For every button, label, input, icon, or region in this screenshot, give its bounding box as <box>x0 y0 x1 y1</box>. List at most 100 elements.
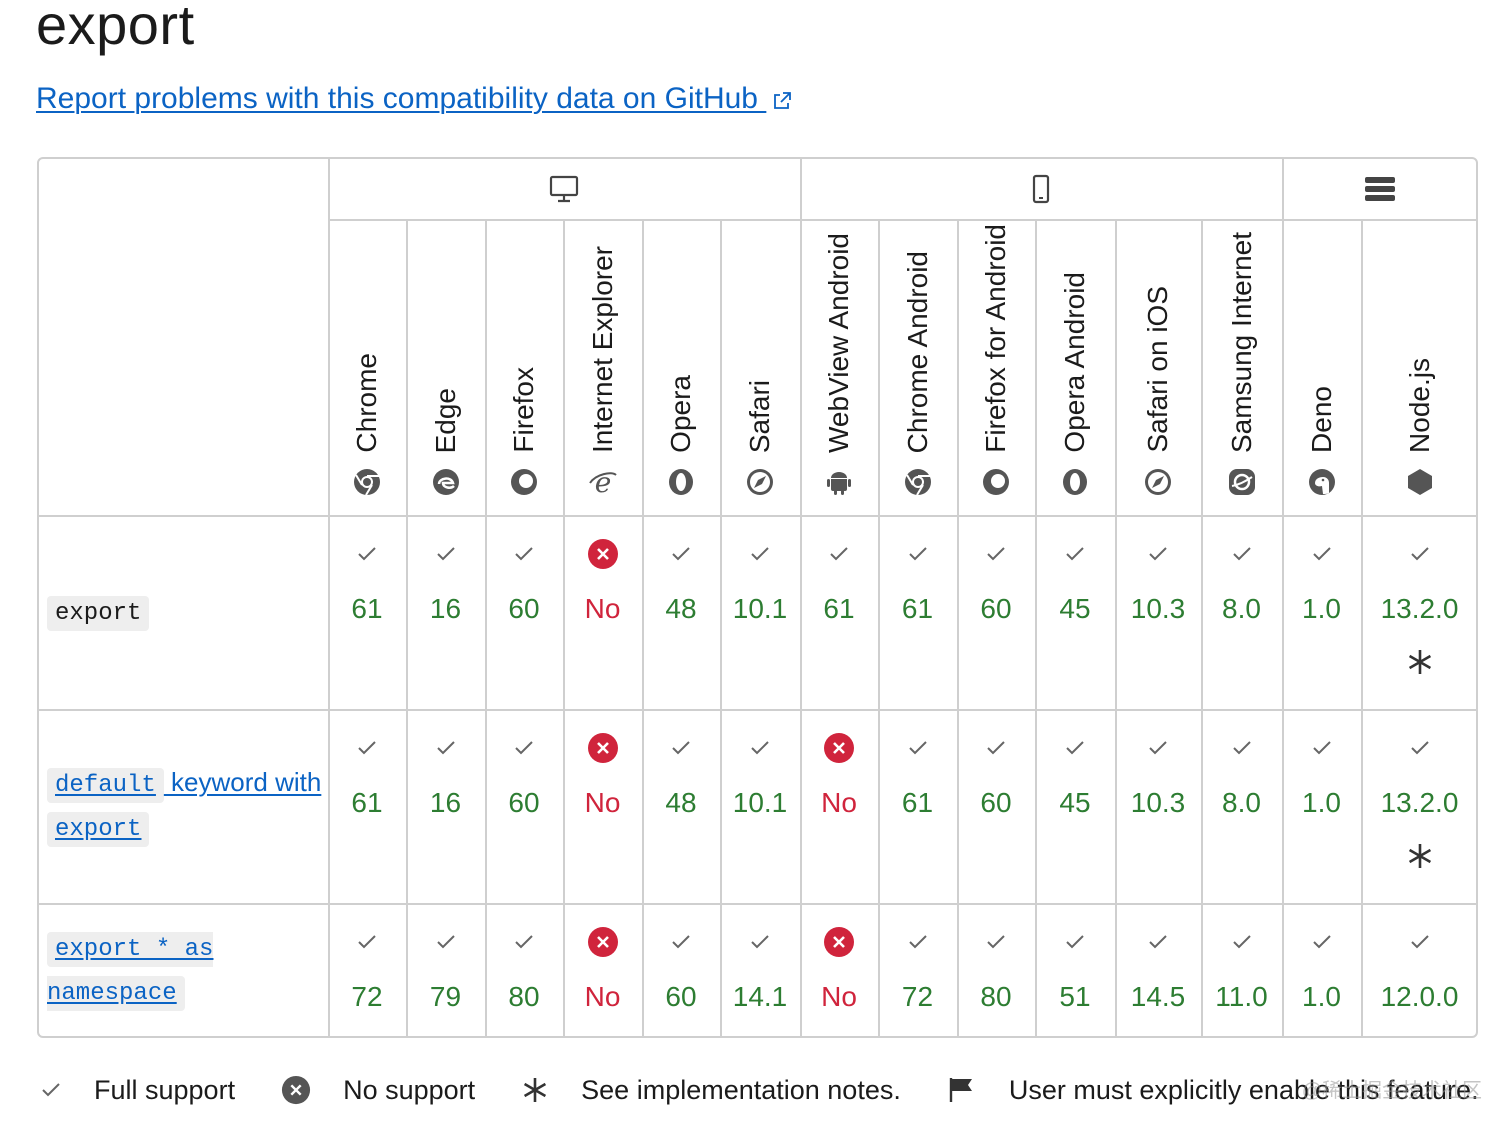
safari-icon <box>1143 467 1173 497</box>
support-cell[interactable]: 11.0 <box>1201 903 1282 1036</box>
support-cell[interactable]: 13.2.0 <box>1361 515 1476 709</box>
feature-link[interactable]: export * as namespace <box>47 926 327 1014</box>
feature-text: keyword with <box>163 767 322 797</box>
support-cell[interactable]: 8.0 <box>1201 709 1282 903</box>
support-cell[interactable]: No <box>563 903 642 1036</box>
support-cell[interactable]: 1.0 <box>1282 515 1361 709</box>
support-cell[interactable]: 12.0.0 <box>1361 903 1476 1036</box>
firefox-icon <box>509 467 539 497</box>
support-cell[interactable]: 80 <box>957 903 1035 1036</box>
feature-link[interactable]: default keyword with export <box>47 762 327 850</box>
support-cell[interactable]: 61 <box>800 515 878 709</box>
support-cell[interactable]: 72 <box>328 903 406 1036</box>
report-problems-link[interactable]: Report problems with this compatibility … <box>36 82 792 116</box>
check-icon <box>513 537 535 571</box>
check-icon <box>356 925 378 959</box>
row-divider <box>39 903 1476 905</box>
browser-header: Opera Android <box>1035 219 1115 515</box>
opera-icon <box>1060 467 1090 497</box>
support-cell[interactable]: 60 <box>485 515 563 709</box>
check-icon <box>749 731 771 765</box>
browser-name: WebView Android <box>823 233 854 453</box>
support-cell[interactable]: 60 <box>642 903 720 1036</box>
browser-header: Samsung Internet <box>1201 219 1282 515</box>
support-cell[interactable]: 16 <box>406 515 485 709</box>
feature-name: export <box>47 590 327 634</box>
support-cell[interactable]: No <box>563 515 642 709</box>
support-cell[interactable]: 72 <box>878 903 957 1036</box>
version-label: 10.3 <box>1130 787 1186 818</box>
version-label: 45 <box>1059 593 1091 624</box>
check-icon <box>749 925 771 959</box>
support-cell[interactable]: No <box>563 709 642 903</box>
version-label: 1.0 <box>1302 787 1341 818</box>
check-icon <box>1147 925 1169 959</box>
version-label: 16 <box>429 787 462 818</box>
support-cell[interactable]: 10.3 <box>1115 709 1201 903</box>
support-cell[interactable]: 1.0 <box>1282 709 1361 903</box>
check-icon <box>749 537 771 571</box>
legend-label: No support <box>343 1074 476 1105</box>
chrome-icon <box>903 467 933 497</box>
support-cell[interactable]: 10.1 <box>720 515 800 709</box>
check-icon <box>1147 731 1169 765</box>
browser-header: WebView Android <box>800 219 878 515</box>
support-cell[interactable]: 1.0 <box>1282 903 1361 1036</box>
check-icon <box>435 731 457 765</box>
browser-name: Safari <box>744 379 775 453</box>
support-cell[interactable]: No <box>800 709 878 903</box>
column-divider <box>1282 159 1284 1036</box>
support-cell[interactable]: 61 <box>878 515 957 709</box>
support-cell[interactable]: 8.0 <box>1201 515 1282 709</box>
version-label: 12.0.0 <box>1380 981 1459 1012</box>
opera-icon <box>666 467 696 497</box>
column-divider <box>1115 219 1117 1036</box>
support-cell[interactable]: 13.2.0 <box>1361 709 1476 903</box>
version-label: 8.0 <box>1222 787 1261 818</box>
support-cell[interactable]: 10.1 <box>720 709 800 903</box>
no-support-icon <box>281 1075 327 1105</box>
support-cell[interactable]: 60 <box>485 709 563 903</box>
check-icon <box>40 1079 78 1101</box>
version-label: 61 <box>823 593 855 624</box>
support-cell[interactable]: 45 <box>1035 515 1115 709</box>
support-cell[interactable]: 61 <box>328 709 406 903</box>
support-cell[interactable]: 16 <box>406 709 485 903</box>
support-cell[interactable]: 48 <box>642 515 720 709</box>
support-cell[interactable]: 48 <box>642 709 720 903</box>
support-cell[interactable]: 79 <box>406 903 485 1036</box>
support-cell[interactable]: 51 <box>1035 903 1115 1036</box>
external-link-icon <box>774 92 792 109</box>
version-label: No <box>584 787 621 818</box>
support-cell[interactable]: 61 <box>328 515 406 709</box>
legend-label: See implementation notes. <box>581 1074 901 1105</box>
support-cell[interactable]: 80 <box>485 903 563 1036</box>
support-cell[interactable]: 14.5 <box>1115 903 1201 1036</box>
feature-label[interactable]: export * as namespace <box>47 903 327 1036</box>
column-divider <box>563 219 565 1036</box>
legend-label: Full support <box>94 1074 236 1105</box>
support-cell[interactable]: No <box>800 903 878 1036</box>
deno-icon <box>1307 467 1337 497</box>
version-label: 80 <box>980 981 1012 1012</box>
check-icon <box>670 731 692 765</box>
version-label: 72 <box>351 981 383 1012</box>
firefox-icon <box>981 467 1011 497</box>
browser-name: Firefox <box>508 367 539 453</box>
version-label: 1.0 <box>1302 593 1341 624</box>
feature-label[interactable]: default keyword with export <box>47 709 327 903</box>
support-cell[interactable]: 45 <box>1035 709 1115 903</box>
support-cell[interactable]: 60 <box>957 515 1035 709</box>
page-title: export <box>36 0 195 56</box>
legend-item: No support <box>281 1075 475 1106</box>
column-divider <box>720 219 722 1036</box>
support-cell[interactable]: 61 <box>878 709 957 903</box>
browser-header: Firefox for Android <box>957 219 1035 515</box>
watermark: @稀土掘金技术社区 <box>1301 1080 1482 1102</box>
version-label: 60 <box>508 787 540 818</box>
support-cell[interactable]: 60 <box>957 709 1035 903</box>
support-cell[interactable]: 10.3 <box>1115 515 1201 709</box>
browser-name: Safari on iOS <box>1142 286 1173 453</box>
support-cell[interactable]: 14.1 <box>720 903 800 1036</box>
check-icon <box>1311 925 1333 959</box>
